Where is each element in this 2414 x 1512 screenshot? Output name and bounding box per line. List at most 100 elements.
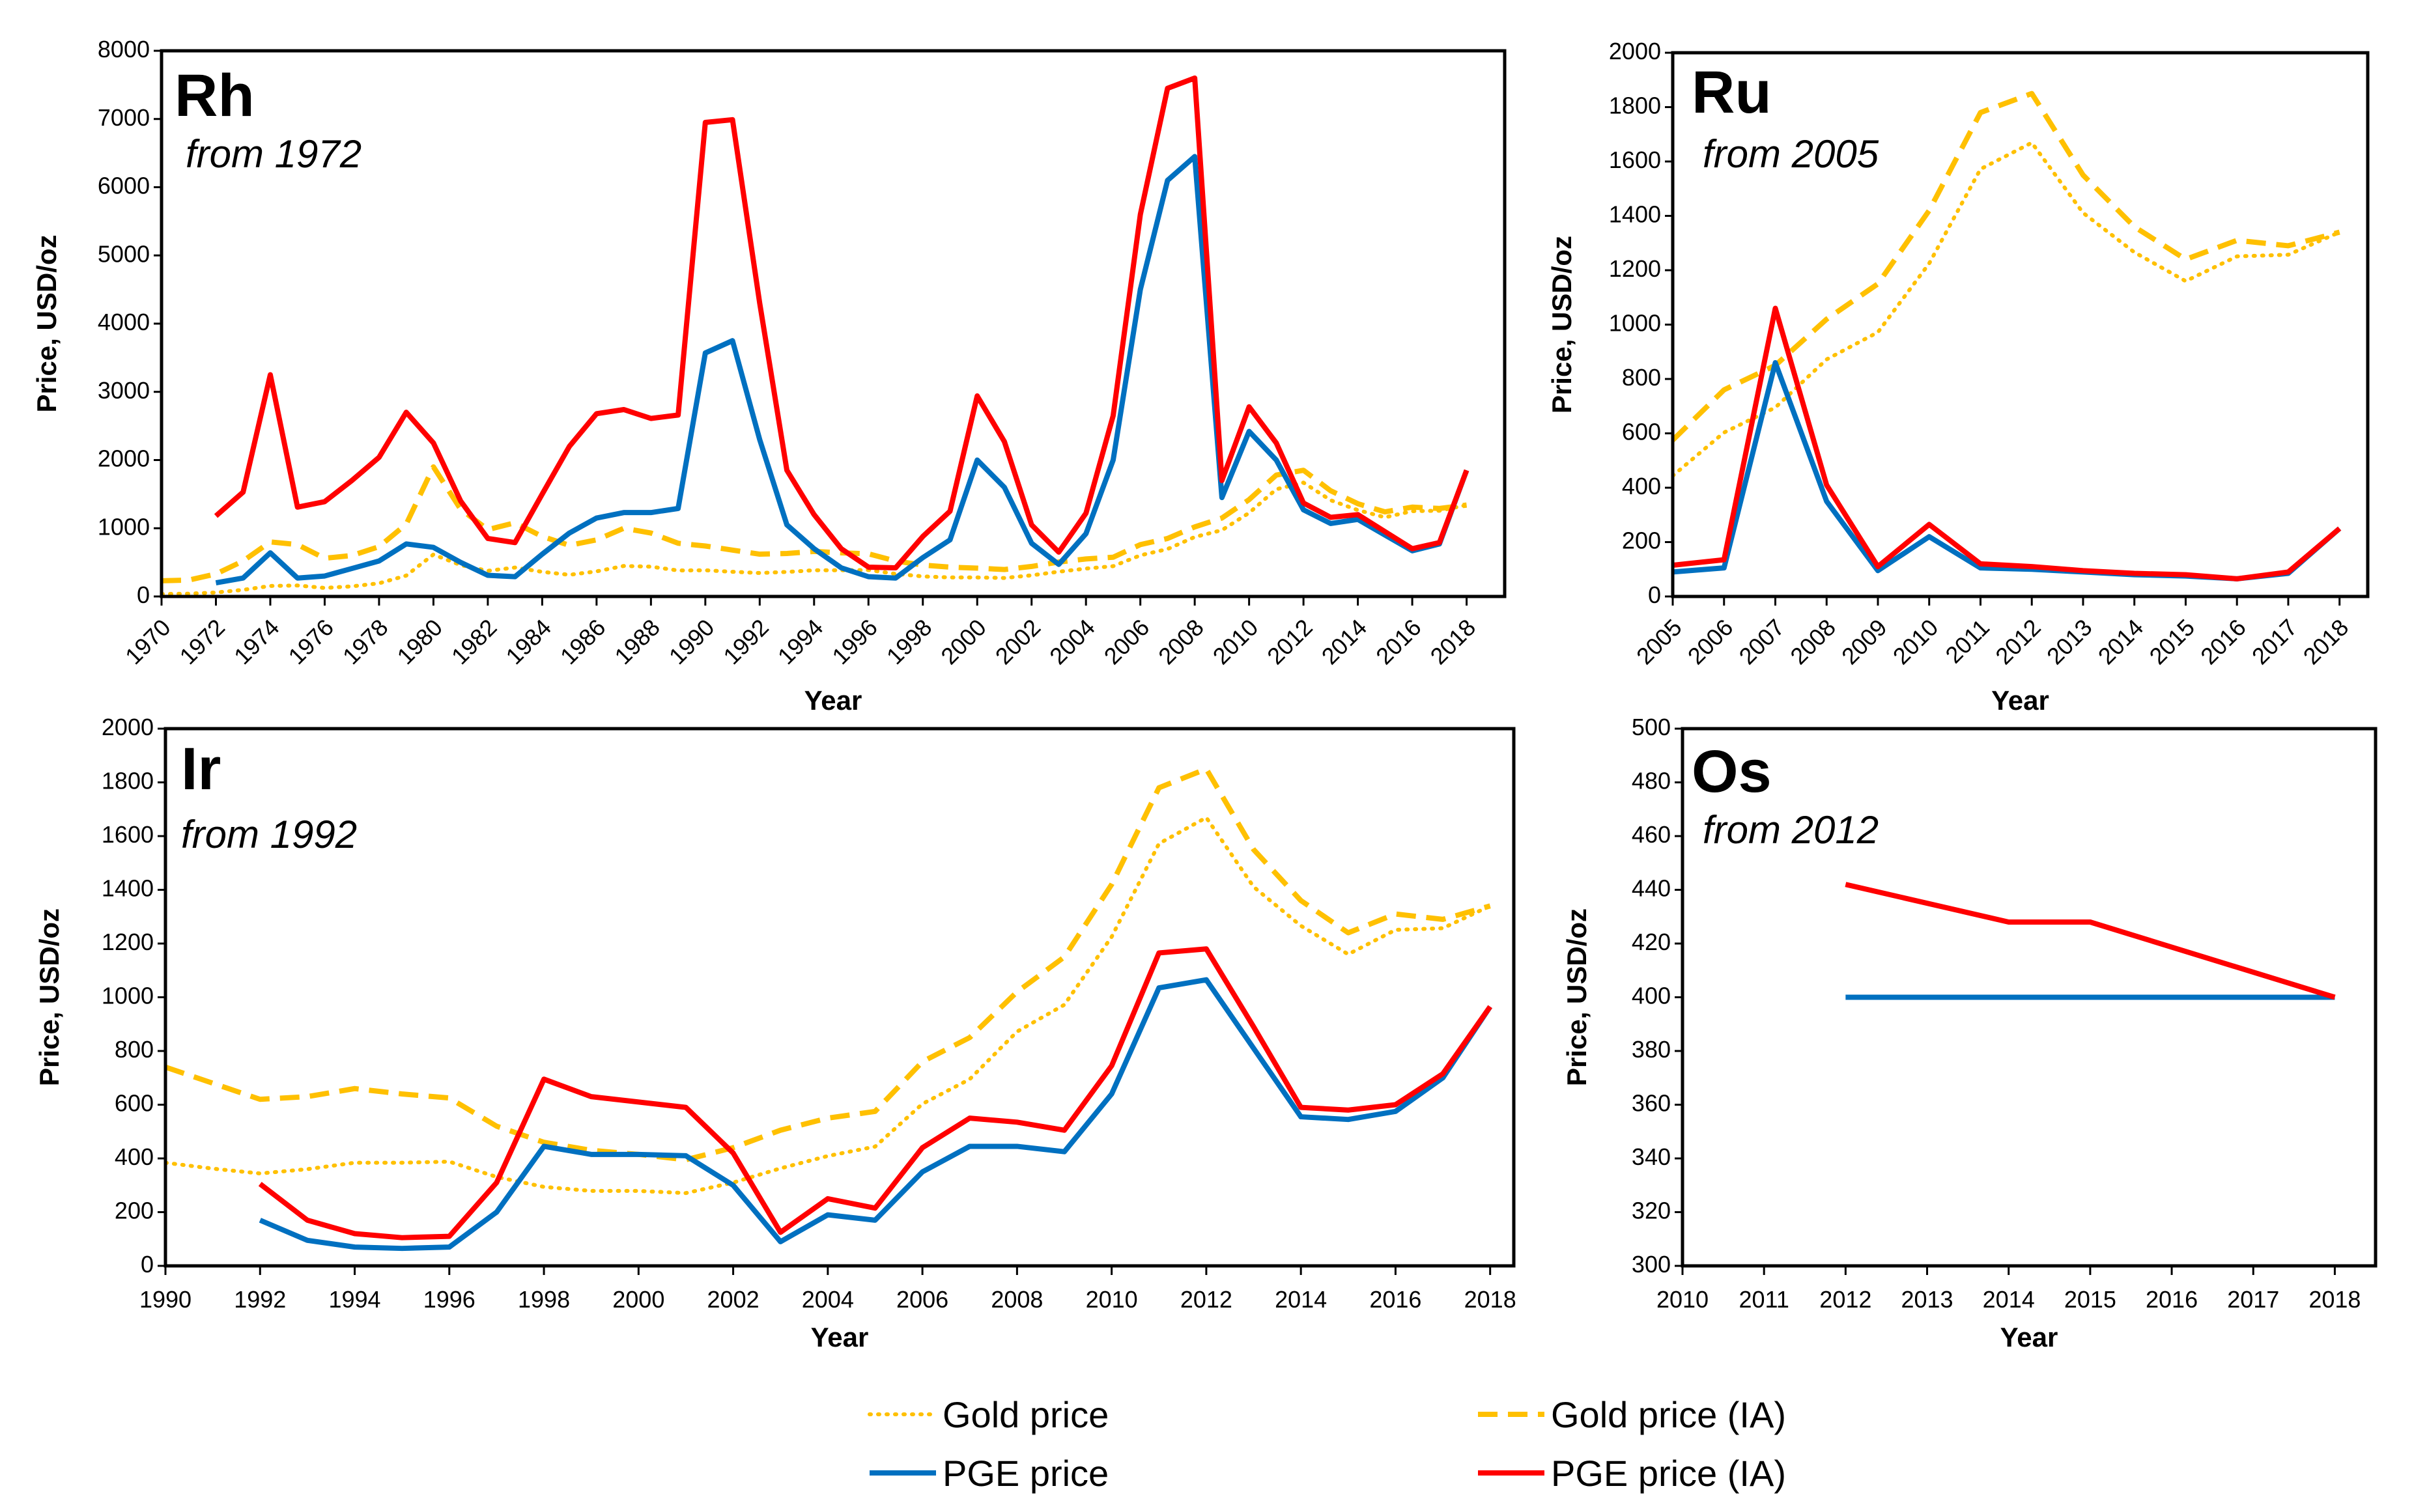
legend-label: PGE price [943, 1453, 1109, 1494]
x-tick-label: 2006 [1683, 614, 1739, 670]
series-line-gold-price-ia [162, 464, 1468, 583]
x-tick-label: 2011 [1940, 614, 1995, 669]
panel-subtitle: from 2005 [1703, 132, 1879, 176]
series-line-pge-price [1673, 359, 2342, 581]
legend-label: PGE price (IA) [1551, 1453, 1786, 1494]
y-tick-label: 1000 [98, 513, 150, 540]
x-tick-label: 2015 [2144, 614, 2200, 670]
y-tick-label: 1400 [102, 875, 154, 902]
x-tick-label: 1990 [664, 614, 720, 670]
panel-subtitle: from 1992 [181, 813, 357, 856]
panel-title: Rh [175, 63, 255, 129]
x-tick-label: 1970 [120, 614, 176, 670]
x-tick-label: 1986 [555, 614, 611, 670]
panel-ir: 0 200 400 600 800 1000 1200 1400 1600 1800 2000 199… [34, 714, 1516, 1352]
x-tick-label: 2017 [2247, 614, 2303, 670]
x-tick-label: 1988 [609, 614, 665, 670]
plot-frame [160, 49, 1507, 598]
y-tick-label: 300 [1632, 1251, 1671, 1278]
x-tick-label: 1982 [446, 614, 502, 670]
y-tick-label: 1600 [1609, 147, 1661, 173]
x-tick-label: 2002 [707, 1286, 760, 1313]
x-tick-label: 2000 [612, 1286, 664, 1313]
x-tick-label: 2013 [2041, 614, 2097, 670]
x-axis-title: Year [804, 685, 862, 716]
y-tick-label: 2000 [102, 714, 154, 740]
series-line-gold-price-ia [165, 766, 1491, 1163]
x-tick-label: 2016 [2146, 1286, 2198, 1313]
x-tick-label: 2018 [1464, 1286, 1516, 1313]
x-tick-label: 2012 [1262, 614, 1318, 670]
legend-item: PGE price [870, 1453, 1109, 1494]
y-tick-label: 2000 [98, 445, 150, 472]
series-group [1673, 91, 2342, 581]
y-tick-label: 400 [115, 1143, 154, 1170]
y-tick-label: 2000 [1609, 38, 1661, 64]
y-tick-label: 6000 [98, 173, 150, 199]
series-line-pge-price-ia [1845, 882, 2336, 1000]
y-tick-label: 3000 [98, 377, 150, 404]
y-tick-label: 440 [1632, 875, 1671, 902]
panel-os: 300 320 340 360 380 400 420 440 460 480 500 2010 201… [1561, 714, 2378, 1352]
x-tick-label: 2012 [1180, 1286, 1232, 1313]
y-axis-title: Price, USD/oz [34, 908, 64, 1086]
x-tick-label: 2012 [1819, 1286, 1871, 1313]
x-tick-label: 2014 [1983, 1286, 2035, 1313]
panel-subtitle: from 2012 [1703, 808, 1879, 852]
x-tick-label: 2004 [1044, 614, 1100, 670]
panel-subtitle: from 1972 [186, 132, 362, 176]
series-line-gold-price [1673, 141, 2342, 478]
x-tick-label: 2000 [935, 614, 991, 670]
y-tick-label: 600 [1622, 419, 1661, 445]
legend-label: Gold price [943, 1394, 1109, 1435]
y-tick-label: 1200 [1609, 255, 1661, 282]
series-line-pge-price-ia [1673, 305, 2342, 581]
y-tick-label: 600 [115, 1090, 154, 1117]
y-tick-label: 460 [1632, 821, 1671, 848]
x-tick-label: 1974 [229, 614, 285, 670]
y-tick-label: 480 [1632, 768, 1671, 794]
x-tick-label: 2010 [1086, 1286, 1138, 1313]
x-tick-label: 2010 [1888, 614, 1944, 670]
legend-item: PGE price (IA) [1478, 1453, 1786, 1494]
y-tick-label: 1000 [102, 983, 154, 1009]
x-axis-title: Year [1991, 685, 2049, 716]
x-axis-title: Year [811, 1322, 869, 1352]
x-tick-label: 2014 [1316, 614, 1372, 670]
y-tick-label: 420 [1632, 929, 1671, 955]
legend-item: Gold price [868, 1394, 1109, 1435]
y-tick-label: 0 [141, 1251, 154, 1278]
x-tick-label: 2006 [1099, 614, 1155, 670]
y-tick-label: 5000 [98, 240, 150, 267]
x-tick-label: 2017 [2227, 1286, 2279, 1313]
series-line-gold-price-ia [1673, 91, 2340, 442]
x-tick-label: 1978 [337, 614, 393, 670]
y-tick-label: 200 [1622, 527, 1661, 554]
y-tick-label: 1400 [1609, 201, 1661, 228]
series-line-pge-price-ia [214, 75, 1470, 571]
x-tick-label: 2018 [2298, 614, 2354, 670]
y-tick-label: 500 [1632, 714, 1671, 740]
panel-rh: 0100020003000400050006000700080001970197… [31, 36, 1507, 716]
x-tick-label: 1994 [328, 1286, 380, 1313]
x-axis-title: Year [2000, 1322, 2058, 1352]
x-tick-label: 2008 [991, 1286, 1043, 1313]
panel-title: Ru [1692, 59, 1772, 126]
y-tick-label: 1000 [1609, 310, 1661, 337]
series-line-pge-price [215, 154, 1470, 585]
x-tick-label: 2018 [2308, 1286, 2361, 1313]
y-tick-label: 7000 [98, 104, 150, 131]
series-line-gold-price [165, 815, 1492, 1196]
y-axis-title: Price, USD/oz [1546, 236, 1577, 413]
legend: Gold price Gold price (IA) PGE price PGE pr… [868, 1394, 1786, 1494]
series-group [165, 766, 1493, 1252]
y-tick-label: 340 [1632, 1143, 1671, 1170]
y-tick-label: 200 [115, 1197, 154, 1224]
legend-label: Gold price (IA) [1551, 1394, 1786, 1435]
x-tick-label: 2008 [1153, 614, 1209, 670]
x-tick-label: 1994 [773, 614, 829, 670]
x-tick-label: 1976 [283, 614, 339, 670]
y-tick-label: 800 [115, 1036, 154, 1063]
x-tick-label: 1996 [423, 1286, 476, 1313]
y-axis-title: Price, USD/oz [31, 234, 62, 412]
